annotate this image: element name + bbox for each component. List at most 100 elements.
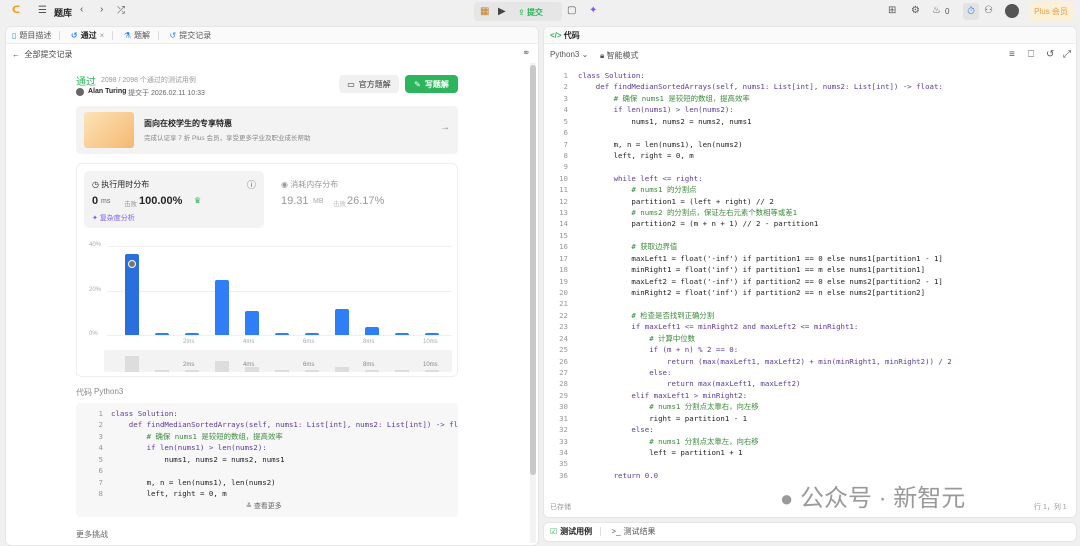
code-line: 35	[544, 458, 1076, 469]
reset-icon[interactable]: ↺	[1046, 49, 1055, 60]
user-name[interactable]: Alan Turing	[88, 88, 127, 95]
x-tick-label: 10ms	[423, 339, 438, 345]
bar-3ms[interactable]	[215, 280, 229, 335]
back-label: 全部提交记录	[24, 50, 73, 59]
code-line: 6	[76, 465, 458, 476]
bar-1ms[interactable]	[155, 332, 169, 335]
bookmark-icon[interactable]: ⎕	[1028, 49, 1034, 60]
code-text: # 确保 nums1 是较短的数组，提高效率	[111, 431, 283, 441]
memory-unit: MB	[313, 198, 324, 205]
tab-accepted[interactable]: ↺ 通过 ×	[71, 30, 104, 41]
bar-10ms[interactable]	[425, 332, 439, 335]
code-line: 5 nums1, nums2 = nums2, nums1	[76, 454, 458, 465]
timer-icon[interactable]: ⏱	[963, 3, 979, 20]
logo-icon[interactable]: ᑕ	[12, 5, 21, 16]
saved-status: 已存储	[550, 504, 571, 511]
bar-6ms[interactable]	[305, 332, 319, 335]
line-number: 14	[559, 219, 568, 229]
layout-icon[interactable]: ⊞	[888, 5, 897, 16]
shuffle-icon[interactable]: ⤮	[117, 5, 125, 16]
code-line: 1 class Solution:	[544, 70, 1076, 81]
tab-solutions[interactable]: ⚗ 题解	[124, 30, 150, 41]
ai-sparkle-icon[interactable]: ✦	[589, 5, 598, 16]
run-controls: ▦ ▶ ⇪ 提交	[474, 2, 562, 21]
checkbox-icon: ☑	[550, 527, 558, 536]
streak-icon[interactable]: ♨	[932, 5, 941, 16]
fullscreen-icon[interactable]: ⤢	[1063, 49, 1071, 60]
bar-7ms[interactable]	[335, 309, 349, 335]
runtime-distribution-chart[interactable]: 40% 20% 0% 2ms 4ms 6ms 8ms 10ms 2ms 4ms 6ms 8ms 10ms	[77, 232, 459, 378]
submit-button[interactable]: ⇪ 提交	[518, 7, 543, 18]
line-number: 1	[563, 71, 568, 80]
write-solution-button[interactable]: ✎ 写题解	[405, 75, 458, 93]
code-text: else:	[578, 425, 654, 435]
line-number: 24	[559, 333, 568, 343]
line-number: 17	[559, 253, 568, 263]
complexity-label: 复杂度分析	[99, 215, 135, 222]
scrollbar-thumb[interactable]	[530, 65, 536, 475]
official-solution-button[interactable]: ▭ 官方题解	[339, 75, 399, 93]
back-to-submissions[interactable]: ← 全部提交记录	[12, 49, 72, 60]
range-slider[interactable]: 2ms 4ms 6ms 8ms 10ms	[104, 350, 452, 372]
code-text: return 0.0	[578, 470, 659, 480]
debug-icon[interactable]: ▦	[480, 6, 490, 17]
language-select[interactable]: Python3 ⌄	[550, 50, 588, 59]
bar-4ms[interactable]	[245, 310, 259, 335]
tab-test-results[interactable]: >_ 测试结果	[611, 526, 655, 537]
format-icon[interactable]: ≡	[1009, 49, 1015, 60]
bar-9ms[interactable]	[395, 332, 409, 335]
add-user-icon[interactable]: ⚇	[984, 5, 993, 16]
list-icon[interactable]: ☰	[38, 5, 47, 16]
left-panel: ▯ 题目描述 ↺ 通过 × ⚗ 题解 ↺ 提交记录 ← 全部提交记录 ⚭ 通过 2098 …	[5, 26, 539, 546]
code-text: while left <= right:	[578, 173, 703, 183]
grid-line	[107, 290, 452, 292]
next-icon[interactable]: ›	[100, 4, 104, 15]
bar-2ms[interactable]	[185, 332, 199, 335]
scrollbar-track[interactable]	[530, 63, 536, 543]
link-icon[interactable]: ⚭	[522, 48, 531, 59]
code-text: m, n = len(nums1), len(nums2)	[578, 139, 743, 149]
bar-5ms[interactable]	[275, 332, 289, 335]
complexity-analysis-link[interactable]: ✦ 复杂度分析	[92, 213, 135, 223]
code-text: left, right = 0, m	[111, 488, 227, 498]
overview-tick-label: 6ms	[303, 362, 315, 368]
close-tab-icon[interactable]: ×	[99, 31, 105, 40]
tab-test-cases[interactable]: ☑ 测试用例	[550, 526, 592, 537]
avatar[interactable]	[1005, 4, 1019, 18]
plus-member-button[interactable]: Plus 会员	[1029, 2, 1073, 21]
language-label: Python3	[550, 50, 580, 59]
view-more-label: 查看更多	[253, 503, 282, 510]
run-icon[interactable]: ▶	[498, 6, 506, 17]
code-text: nums1, nums2 = nums2, nums1	[111, 454, 285, 464]
code-line: 17 maxLeft1 = float('-inf') if partition…	[544, 253, 1076, 264]
line-number: 9	[563, 162, 568, 172]
bar-0ms[interactable]	[125, 253, 139, 335]
book-icon: ▭	[347, 79, 355, 89]
code-editor[interactable]: 1 class Solution: 2 def findMedianSortedAr…	[544, 70, 1076, 482]
line-number: 2	[98, 420, 103, 430]
tab-label: 通过	[80, 31, 97, 40]
problem-bank-link[interactable]: 题库	[54, 8, 73, 18]
code-line: 16 # 获取边界值	[544, 241, 1076, 252]
edit-icon: ✎	[414, 79, 421, 89]
promo-title: 面向在校学生的专享特惠	[144, 119, 232, 128]
settings-icon[interactable]: ⚙	[911, 5, 920, 16]
code-line: 13 # nums2 的分割点，保证左右元素个数相等或差1	[544, 207, 1076, 218]
smart-mode-toggle[interactable]: 🔒︎ 智能模式	[600, 50, 638, 61]
student-promo-banner[interactable]: 面向在校学生的专享特惠 完成认证享 7 折 Plus 会员，享受更多学业及职业成…	[76, 106, 458, 154]
view-more-button[interactable]: ≚ 查看更多	[246, 501, 282, 511]
tab-label: 测试结果	[623, 527, 656, 536]
code-text: class Solution:	[578, 71, 645, 80]
info-icon[interactable]: ⓘ	[247, 180, 257, 190]
code-line: 24 # 计算中位数	[544, 333, 1076, 344]
tab-submissions[interactable]: ↺ 提交记录	[170, 30, 212, 41]
runtime-box[interactable]: ◷ 执行用时分布 ⓘ 0 ms 击败 100.00% ♛ ✦ 复杂度分析	[84, 171, 264, 228]
code-text: return max(maxLeft1, maxLeft2)	[578, 379, 801, 389]
prev-icon[interactable]: ‹	[80, 4, 84, 15]
code-line: 8 left, right = 0, m	[76, 488, 458, 499]
runtime-title-text: 执行用时分布	[101, 180, 150, 189]
memory-box[interactable]: ◉ 消耗内存分布 19.31 MB 击败 26.17%	[279, 171, 449, 228]
note-icon[interactable]: ▢	[567, 5, 577, 16]
tab-description[interactable]: ▯ 题目描述	[12, 30, 51, 41]
bar-8ms[interactable]	[365, 327, 379, 335]
